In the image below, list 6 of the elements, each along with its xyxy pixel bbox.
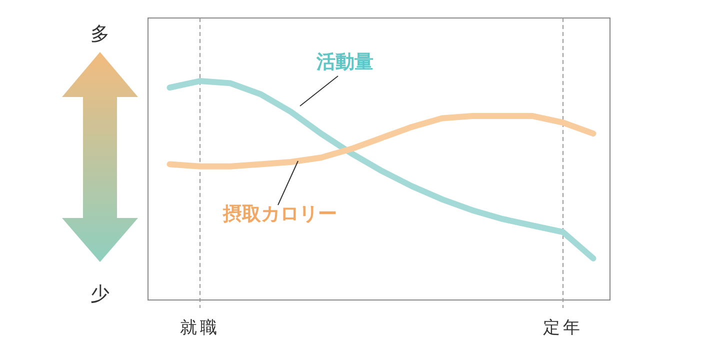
series-label: 摂取カロリー (222, 203, 337, 225)
text: 活動量 (316, 51, 374, 73)
x-tick-label: 定年 (543, 318, 583, 338)
text: 少 (90, 283, 110, 305)
text: 多 (90, 23, 110, 45)
x-tick-label: 就職 (180, 318, 220, 338)
